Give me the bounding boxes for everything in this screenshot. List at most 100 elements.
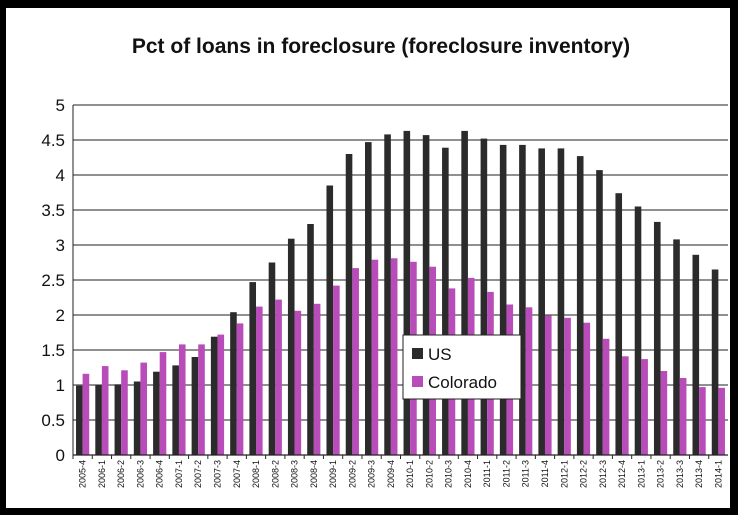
bar-us	[384, 134, 391, 455]
y-axis-ticks: 0 0.5 1 1.5 2 2.5 3 3.5 4 4.5 5	[41, 96, 65, 465]
bar-us	[153, 371, 160, 455]
x-tick-label: 2008-2	[270, 460, 280, 488]
x-tick-label: 2012-2	[579, 460, 589, 488]
bar-colorado	[256, 306, 263, 455]
bar-us	[345, 154, 353, 455]
bar-us	[191, 357, 199, 455]
x-tick-label: 2007-2	[193, 460, 203, 488]
bar-us	[692, 254, 700, 455]
x-tick-label: 2006-3	[135, 460, 145, 488]
bar-us	[634, 206, 642, 455]
bar-us	[95, 385, 102, 455]
x-tick-label: 2012-1	[559, 460, 569, 488]
x-tick-label: 2007-3	[212, 460, 222, 488]
bar-colorado	[333, 285, 340, 455]
bar-us	[519, 144, 526, 455]
y-tick-label: 4	[56, 166, 65, 185]
bar-us	[422, 135, 430, 455]
bar-colorado	[641, 359, 648, 455]
bar-us	[653, 221, 661, 455]
x-tick-label: 2008-4	[309, 460, 319, 488]
bar-us	[268, 262, 276, 455]
bar-us	[711, 269, 719, 455]
bar-us	[307, 224, 314, 455]
bar-colorado	[564, 317, 571, 455]
bars	[76, 130, 725, 455]
legend-label-colorado: Colorado	[428, 373, 497, 392]
bar-colorado	[525, 307, 533, 455]
x-tick-label: 2006-4	[155, 460, 165, 488]
bar-us	[287, 238, 295, 455]
x-tick-label: 2010-1	[405, 460, 415, 488]
bar-colorado	[236, 323, 244, 455]
bar-colorado	[294, 310, 302, 455]
x-tick-label: 2009-4	[386, 460, 396, 488]
y-tick-label: 3	[56, 236, 65, 255]
x-tick-label: 2006-1	[97, 460, 107, 488]
bar-us	[133, 381, 141, 455]
bar-us	[576, 156, 584, 455]
x-tick-label: 2011-2	[501, 460, 511, 487]
x-tick-label: 2013-2	[656, 460, 666, 488]
x-axis-ticks: 2005-4 2006-1 2006-2 2006-3 2006-4 2007-1 2007…	[72, 455, 723, 488]
bar-us	[461, 130, 468, 455]
bar-colorado	[660, 371, 668, 455]
chart-svg: Pct of loans in foreclosure (foreclosure…	[41, 35, 728, 488]
x-tick-label: 2005-4	[78, 460, 88, 488]
y-tick-label: 2	[56, 306, 65, 325]
gridlines	[73, 104, 728, 456]
bar-colorado	[140, 362, 148, 455]
legend-box	[402, 334, 522, 400]
bar-colorado	[198, 344, 205, 455]
bar-colorado	[390, 258, 398, 455]
bar-us	[499, 144, 507, 455]
legend-label-us: US	[428, 345, 452, 364]
y-tick-label: 0.5	[41, 411, 65, 430]
legend-swatch-colorado	[412, 376, 423, 387]
y-tick-label: 4.5	[41, 131, 65, 150]
x-tick-label: 2009-3	[367, 460, 377, 488]
x-tick-label: 2011-3	[521, 460, 531, 487]
x-tick-label: 2008-1	[251, 460, 261, 488]
bar-us	[365, 142, 372, 455]
x-tick-label: 2014-1	[713, 460, 723, 488]
bar-us	[480, 138, 488, 455]
legend-swatch-us	[412, 348, 423, 359]
y-tick-label: 2.5	[41, 271, 65, 290]
bar-us	[403, 130, 411, 455]
x-tick-label: 2006-2	[116, 460, 126, 488]
bar-us	[326, 185, 334, 455]
x-tick-label: 2010-4	[463, 460, 473, 488]
bar-us	[615, 193, 623, 455]
bar-colorado	[544, 315, 552, 455]
bar-colorado	[159, 352, 167, 455]
bar-colorado	[718, 387, 725, 455]
bar-us	[210, 336, 218, 455]
x-tick-label: 2007-4	[232, 460, 242, 488]
chart-title: Pct of loans in foreclosure (foreclosure…	[132, 35, 630, 58]
x-tick-label: 2010-3	[444, 460, 454, 488]
bar-us	[249, 282, 257, 455]
bar-colorado	[313, 303, 321, 455]
legend: US Colorado	[402, 334, 522, 400]
x-tick-label: 2013-1	[636, 460, 646, 488]
bar-colorado	[217, 334, 225, 455]
x-tick-label: 2013-3	[675, 460, 685, 488]
bar-us	[76, 385, 83, 455]
bar-us	[230, 312, 237, 455]
x-tick-label: 2007-1	[174, 460, 184, 488]
bar-colorado	[602, 338, 610, 455]
y-tick-label: 5	[56, 96, 65, 115]
y-tick-label: 3.5	[41, 201, 65, 220]
bar-colorado	[699, 387, 706, 455]
x-tick-label: 2011-1	[482, 460, 492, 487]
y-tick-label: 0	[56, 446, 65, 465]
bar-us	[172, 365, 179, 455]
bar-colorado	[352, 268, 359, 455]
x-tick-label: 2011-4	[540, 460, 550, 487]
bar-colorado	[622, 356, 629, 455]
x-tick-label: 2009-2	[347, 460, 357, 488]
x-tick-label: 2009-1	[328, 460, 338, 488]
bar-colorado	[178, 344, 186, 455]
